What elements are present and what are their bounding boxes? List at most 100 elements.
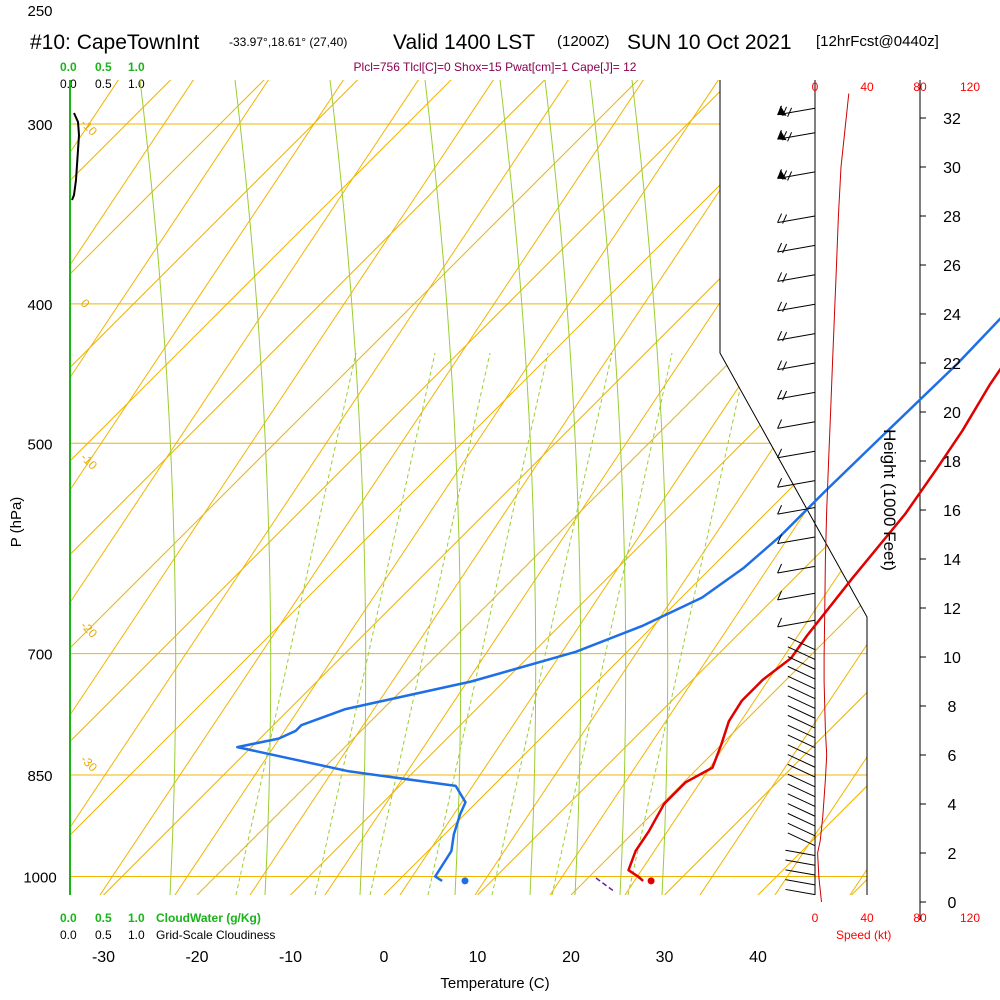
stability-info: Plcl=756 Tlcl[C]=0 Shox=15 Pwat[cm]=1 Ca… xyxy=(354,60,637,74)
isotherm-line xyxy=(70,80,428,895)
temperature-tick-label: 20 xyxy=(562,949,580,966)
top-cloudiness-tick: 1.0 xyxy=(128,77,145,91)
wind-barb xyxy=(777,477,816,488)
wind-barb xyxy=(777,617,816,628)
wind-barb xyxy=(785,869,816,876)
bottom-cloudwater-tick: 0.5 xyxy=(95,911,112,925)
isotherm-line xyxy=(70,80,802,895)
parcel-path xyxy=(595,877,616,893)
dry-adiabat-line xyxy=(699,80,867,895)
wind-barb xyxy=(787,734,816,749)
pressure-labels: 250 300 400 500 700 850 1000 xyxy=(23,3,56,886)
top-cloudiness-tick: 0.5 xyxy=(95,77,112,91)
forecast-label: [12hrFcst@0440z] xyxy=(816,33,939,50)
temperature-tick-label: -30 xyxy=(92,949,115,966)
isotherm-label: -10 xyxy=(78,450,100,472)
isotherm-line xyxy=(851,80,867,895)
top-cloudwater-tick: 1.0 xyxy=(128,60,145,74)
mixing-ratio-line xyxy=(235,352,357,895)
wind-barb xyxy=(777,389,816,401)
wind-barb xyxy=(787,675,816,690)
height-tick-label: 24 xyxy=(943,307,961,324)
height-tick-label: 20 xyxy=(943,405,961,422)
height-tick-label: 16 xyxy=(943,503,961,520)
wind-barb xyxy=(777,105,816,118)
isotherm-line xyxy=(70,80,867,895)
temperature-tick-label: 30 xyxy=(656,949,674,966)
wind-barb xyxy=(787,793,816,807)
top-cloud-ticks: 0.0 0.5 1.0 0.0 0.5 1.0 xyxy=(60,60,145,91)
temperature-tick-label: -10 xyxy=(279,949,302,966)
isotherm-label: 30 xyxy=(837,533,868,564)
speed-tick: 120 xyxy=(960,911,980,925)
moist-adiabat-line xyxy=(544,80,582,895)
sounding-curves xyxy=(71,93,1000,903)
wind-barb xyxy=(777,169,816,181)
temperature-tick-label: 10 xyxy=(469,949,487,966)
height-tick-label: 2 xyxy=(948,846,957,863)
wind-barb xyxy=(787,685,816,700)
isotherm-line xyxy=(196,80,867,895)
pressure-tick-label: 500 xyxy=(27,436,52,453)
temperature-curve xyxy=(627,367,1000,882)
wind-barb xyxy=(787,656,816,670)
wind-barb xyxy=(787,812,816,827)
isotherm-line xyxy=(757,80,867,895)
mixing-ratio-line xyxy=(551,352,673,895)
wind-barb xyxy=(787,714,816,729)
mixing-ratio-line xyxy=(369,352,491,895)
dry-adiabat-line xyxy=(549,80,867,895)
cloudiness-trace xyxy=(71,112,81,201)
moist-adiabat-line xyxy=(499,80,537,895)
isotherm-line xyxy=(70,80,241,895)
speed-tick: 0 xyxy=(812,911,819,925)
height-tick-label: 28 xyxy=(943,209,961,226)
height-axis-label: Height (1000 Feet) xyxy=(880,429,899,571)
dry-adiabat-line xyxy=(70,80,126,895)
dry-adiabat-line xyxy=(174,80,867,895)
height-tick-label: 22 xyxy=(943,356,961,373)
utc-time: (1200Z) xyxy=(557,33,610,50)
speed-ticks-top: 0 40 80 120 xyxy=(812,80,981,94)
isotherm-line xyxy=(103,80,867,895)
wind-barb xyxy=(785,859,816,866)
top-cloudiness-tick: 0.0 xyxy=(60,77,77,91)
height-tick-label: 18 xyxy=(943,454,961,471)
mixing-ratio-line xyxy=(427,352,549,895)
bottom-cloudiness-tick: 0.0 xyxy=(60,928,77,942)
wind-barb xyxy=(787,773,816,788)
wind-barb xyxy=(787,744,816,758)
dry-adiabat-line xyxy=(70,80,426,895)
isotherm-line xyxy=(570,80,867,895)
wind-barb xyxy=(777,360,816,371)
speed-tick: 120 xyxy=(960,80,980,94)
dry-adiabat-line xyxy=(249,80,867,895)
height-tick-label: 14 xyxy=(943,552,961,569)
isotherm-label: 20 xyxy=(789,443,820,474)
surface-dewpoint-dot xyxy=(461,877,469,885)
bottom-cloud-ticks: 0.0 0.5 1.0 CloudWater (g/Kg) 0.0 0.5 1.… xyxy=(60,911,275,942)
height-tick-label: 32 xyxy=(943,111,961,128)
moist-adiabat-line xyxy=(424,80,462,895)
surface-temperature-dot xyxy=(647,877,655,885)
bottom-cloudiness-tick: 0.5 xyxy=(95,928,112,942)
mixing-ratio-label: 2 xyxy=(306,903,322,916)
temperature-axis-label: Temperature (C) xyxy=(440,975,549,992)
dry-adiabat-line xyxy=(70,80,501,895)
top-cloudwater-tick: 0.0 xyxy=(60,60,77,74)
plot-boundary xyxy=(719,80,868,895)
speed-tick: 80 xyxy=(913,911,927,925)
wind-barb xyxy=(777,272,816,283)
pressure-tick-label: 1000 xyxy=(23,870,56,887)
wind-barb xyxy=(787,636,816,651)
top-cloudwater-tick: 0.5 xyxy=(95,60,112,74)
height-tick-label: 4 xyxy=(948,797,957,814)
wind-barb xyxy=(787,665,816,680)
height-tick-label: 26 xyxy=(943,258,961,275)
dry-adiabat-line xyxy=(849,80,867,895)
height-tick-label: 6 xyxy=(948,748,957,765)
moist-adiabat-line xyxy=(631,80,669,895)
isotherm-line xyxy=(664,80,867,895)
